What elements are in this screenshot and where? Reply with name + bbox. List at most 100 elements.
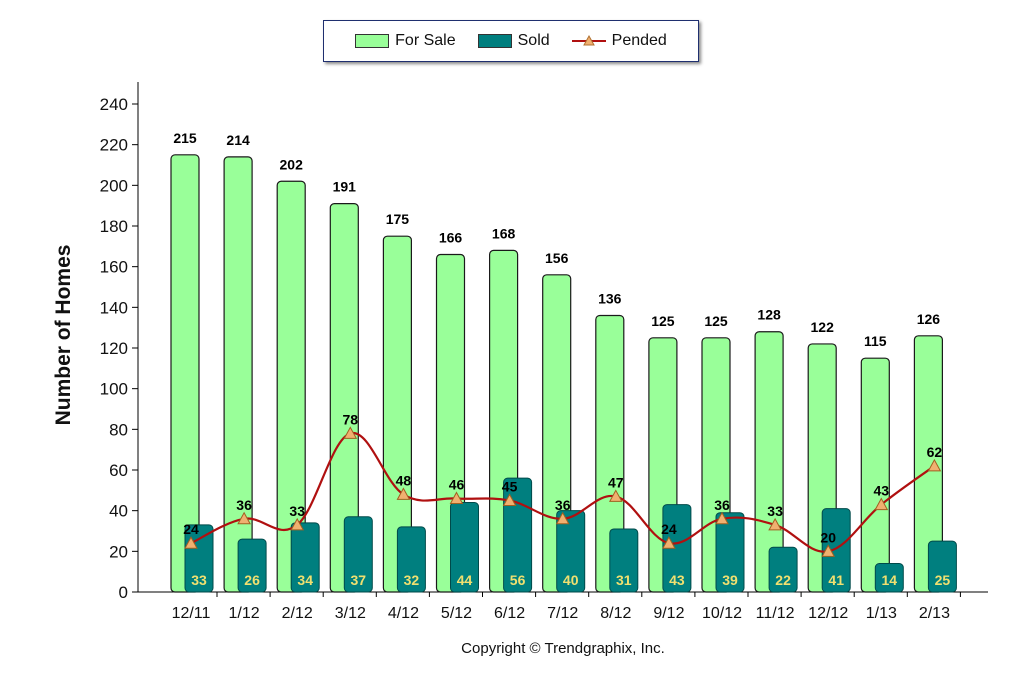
bar-sold bbox=[343, 516, 373, 593]
y-tick-label: 120 bbox=[100, 339, 128, 358]
marker-pended bbox=[184, 536, 198, 549]
bar-sold bbox=[927, 540, 957, 593]
bar-for-sale bbox=[913, 335, 944, 593]
marker-pended bbox=[768, 517, 782, 531]
y-tick-label: 180 bbox=[100, 217, 128, 236]
bar-sold bbox=[609, 528, 639, 593]
x-tick-label: 4/12 bbox=[388, 605, 419, 622]
legend-item-for-sale: For Sale bbox=[355, 32, 456, 50]
data-label-sold: 14 bbox=[882, 572, 898, 588]
marker-pended bbox=[555, 511, 570, 525]
marker-pended bbox=[237, 511, 251, 525]
data-label-sold: 25 bbox=[935, 572, 951, 588]
copyright-text: Copyright © Trendgraphix, Inc. bbox=[461, 640, 665, 657]
data-label-for-sale: 191 bbox=[333, 179, 357, 195]
x-tick-label: 6/12 bbox=[494, 605, 525, 622]
x-tick-label: 1/13 bbox=[866, 605, 897, 622]
x-tick-label: 7/12 bbox=[547, 605, 578, 622]
legend-item-pended: Pended bbox=[571, 32, 667, 50]
x-tick-label: 5/12 bbox=[441, 605, 472, 622]
x-tick-label: 10/12 bbox=[702, 605, 742, 622]
y-tick-label: 220 bbox=[100, 136, 128, 155]
legend-label-for-sale: For Sale bbox=[395, 32, 456, 49]
marker-pended bbox=[821, 544, 836, 557]
x-tick-label: 2/13 bbox=[919, 605, 950, 622]
data-label-for-sale: 214 bbox=[226, 132, 250, 148]
data-label-for-sale: 125 bbox=[651, 313, 675, 329]
bar-sold bbox=[556, 510, 586, 593]
y-tick-label: 240 bbox=[100, 95, 128, 114]
x-tick-label: 2/12 bbox=[282, 605, 313, 622]
marker-pended bbox=[662, 536, 676, 549]
legend-item-sold: Sold bbox=[477, 32, 550, 50]
marker-pended bbox=[715, 511, 729, 525]
data-label-sold: 43 bbox=[669, 572, 685, 588]
data-label-pended: 46 bbox=[449, 476, 465, 492]
data-label-for-sale: 202 bbox=[280, 156, 304, 172]
data-label-pended: 43 bbox=[874, 483, 890, 499]
data-label-pended: 36 bbox=[714, 497, 730, 513]
marker-pended bbox=[927, 458, 942, 472]
bar-sold bbox=[874, 563, 904, 593]
data-label-pended: 36 bbox=[236, 497, 252, 513]
data-label-sold: 32 bbox=[404, 572, 420, 588]
data-label-for-sale: 126 bbox=[917, 311, 941, 327]
y-tick-label: 80 bbox=[109, 420, 128, 439]
data-label-pended: 78 bbox=[343, 411, 359, 427]
marker-pended bbox=[290, 517, 305, 531]
data-label-sold: 33 bbox=[191, 572, 207, 588]
y-tick-label: 20 bbox=[109, 542, 128, 561]
marker-pended bbox=[502, 493, 517, 506]
bar-for-sale bbox=[595, 314, 625, 593]
data-label-for-sale: 215 bbox=[173, 130, 197, 146]
data-label-sold: 26 bbox=[244, 572, 260, 588]
x-tick-label: 11/12 bbox=[756, 605, 795, 622]
data-label-pended: 48 bbox=[396, 472, 412, 488]
y-tick-label: 40 bbox=[109, 502, 128, 521]
data-label-sold: 40 bbox=[563, 572, 579, 588]
bar-sold bbox=[237, 538, 267, 593]
data-label-for-sale: 175 bbox=[386, 211, 410, 227]
legend-swatch-pended bbox=[571, 34, 606, 46]
y-tick-label: 200 bbox=[100, 176, 128, 195]
data-label-pended: 47 bbox=[608, 474, 624, 490]
legend-label-sold: Sold bbox=[517, 32, 550, 49]
data-label-for-sale: 156 bbox=[545, 250, 569, 266]
data-label-pended: 33 bbox=[289, 503, 305, 519]
data-label-pended: 24 bbox=[183, 521, 199, 537]
bar-sold bbox=[450, 502, 479, 593]
data-label-sold: 44 bbox=[457, 572, 473, 588]
data-label-for-sale: 128 bbox=[757, 307, 781, 323]
data-label-pended: 62 bbox=[927, 444, 943, 460]
data-label-pended: 33 bbox=[767, 503, 783, 519]
data-label-pended: 36 bbox=[555, 497, 571, 513]
y-tick-label: 60 bbox=[109, 461, 128, 480]
data-label-sold: 37 bbox=[351, 572, 367, 588]
data-label-for-sale: 168 bbox=[492, 225, 516, 241]
bar-for-sale bbox=[223, 156, 253, 593]
data-label-sold: 31 bbox=[616, 572, 632, 588]
bar-for-sale bbox=[170, 154, 200, 593]
data-label-sold: 56 bbox=[510, 572, 526, 588]
x-tick-label: 12/12 bbox=[808, 605, 848, 622]
bar-sold bbox=[715, 512, 745, 593]
data-label-pended: 24 bbox=[661, 521, 677, 537]
x-tick-label: 12/11 bbox=[172, 605, 211, 622]
x-tick-label: 1/12 bbox=[229, 605, 260, 622]
bar-for-sale bbox=[860, 357, 890, 593]
data-label-pended: 45 bbox=[502, 479, 518, 495]
bar-for-sale bbox=[329, 203, 359, 593]
marker-pended bbox=[874, 497, 889, 511]
chart-legend: For Sale Sold Pended bbox=[323, 20, 699, 62]
x-tick-label: 9/12 bbox=[653, 605, 684, 622]
data-label-for-sale: 125 bbox=[704, 313, 728, 329]
data-label-for-sale: 115 bbox=[864, 333, 887, 349]
data-label-sold: 41 bbox=[828, 572, 844, 588]
bar-sold bbox=[290, 522, 320, 593]
y-tick-label: 160 bbox=[100, 258, 128, 277]
x-tick-label: 3/12 bbox=[335, 605, 366, 622]
bar-for-sale bbox=[276, 180, 306, 593]
y-tick-label: 100 bbox=[100, 380, 128, 399]
marker-pended bbox=[449, 491, 464, 504]
